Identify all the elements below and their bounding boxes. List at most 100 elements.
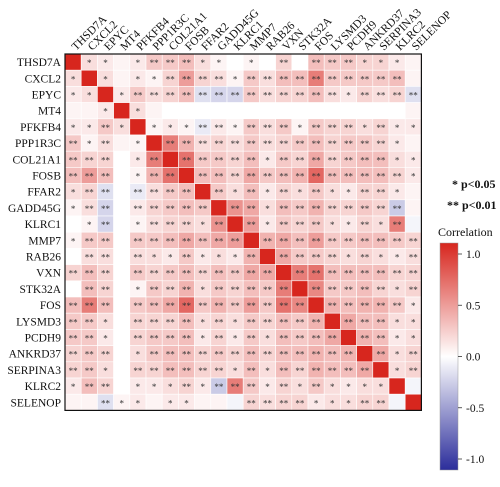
significance-mark: ** xyxy=(279,253,289,263)
significance-mark: ** xyxy=(295,334,305,344)
row-label: CXCL2 xyxy=(25,73,62,85)
heatmap-cell xyxy=(64,53,82,71)
significance-mark: ** xyxy=(182,285,192,295)
significance-mark: ** xyxy=(214,172,224,182)
significance-mark: * xyxy=(136,155,141,165)
significance-mark: ** xyxy=(328,204,338,214)
significance-mark: * xyxy=(379,253,384,263)
colorbar xyxy=(439,242,459,471)
row-label: RAB26 xyxy=(26,252,61,264)
significance-mark: ** xyxy=(360,236,370,246)
significance-mark: * xyxy=(395,350,400,360)
significance-mark: ** xyxy=(166,301,176,311)
significance-mark: * xyxy=(87,91,92,101)
significance-mark: ** xyxy=(231,172,241,182)
significance-mark: ** xyxy=(231,285,241,295)
significance-mark: ** xyxy=(150,58,160,68)
significance-mark: ** xyxy=(214,220,224,230)
significance-mark: ** xyxy=(279,236,289,246)
significance-mark: ** xyxy=(312,350,322,360)
significance-mark: * xyxy=(136,398,141,408)
significance-mark: ** xyxy=(409,253,419,263)
significance-mark: * xyxy=(249,58,254,68)
significance-mark: ** xyxy=(360,253,370,263)
significance-mark: * xyxy=(152,123,157,133)
significance-mark: ** xyxy=(328,269,338,279)
colorbar-tick-label: 1.0 xyxy=(466,249,481,261)
row-labels: THSD7A CXCL2 EPYC MT4 PFKFB4 PPP1R3C COL21A1 FO… xyxy=(7,57,61,409)
significance-mark: ** xyxy=(360,317,370,327)
significance-mark: ** xyxy=(263,91,273,101)
significance-mark: ** xyxy=(263,74,273,84)
significance-mark: ** xyxy=(263,172,273,182)
heatmap-cell xyxy=(113,280,131,298)
significance-mark: ** xyxy=(85,172,95,182)
significance-mark: ** xyxy=(247,269,257,279)
significance-mark: * xyxy=(298,123,303,133)
significance-mark: ** xyxy=(409,285,419,295)
heatmap-cell xyxy=(113,199,131,217)
significance-mark: * xyxy=(87,123,92,133)
significance-mark: ** xyxy=(101,188,111,198)
heatmap-cell xyxy=(113,102,131,120)
heatmap-cell xyxy=(64,248,82,265)
significance-mark: ** xyxy=(101,204,111,214)
significance-mark: * xyxy=(103,334,108,344)
heatmap-cells xyxy=(64,53,422,411)
significance-mark: ** xyxy=(295,139,305,149)
significance-mark: ** xyxy=(279,285,289,295)
significance-mark: * xyxy=(217,253,222,263)
significance-mark: ** xyxy=(182,301,192,311)
significance-mark: ** xyxy=(198,91,208,101)
significance-mark: ** xyxy=(69,366,79,376)
colorbar-tick-label: 0.5 xyxy=(466,300,481,312)
heatmap-cell xyxy=(404,215,422,233)
significance-mark: ** xyxy=(376,139,386,149)
row-label: COL21A1 xyxy=(12,154,61,166)
heatmap-cell xyxy=(226,102,244,120)
significance-mark: * xyxy=(395,123,400,133)
significance-mark: * xyxy=(379,220,384,230)
heatmap-cell xyxy=(80,69,98,87)
significance-mark: ** xyxy=(133,334,143,344)
significance-mark: ** xyxy=(85,253,95,263)
significance-mark: * xyxy=(119,123,124,133)
significance-mark: * xyxy=(200,253,205,263)
row-label: PCDH9 xyxy=(25,333,62,345)
significance-mark: ** xyxy=(360,74,370,84)
significance-mark: ** xyxy=(328,334,338,344)
row-label: FFAR2 xyxy=(27,187,61,199)
significance-mark: ** xyxy=(295,398,305,408)
heatmap-cell xyxy=(113,134,131,152)
significance-mark: ** xyxy=(312,123,322,133)
significance-mark: ** xyxy=(150,334,160,344)
heatmap-cell xyxy=(323,312,341,330)
significance-mark: ** xyxy=(150,204,160,214)
significance-mark: ** xyxy=(101,253,111,263)
significance-mark: * xyxy=(395,139,400,149)
significance-mark: ** xyxy=(101,220,111,230)
significance-mark: * xyxy=(265,220,270,230)
significance-mark: ** xyxy=(231,236,241,246)
heatmap-cell xyxy=(307,296,325,314)
heatmap-cell xyxy=(129,118,147,136)
significance-mark: ** xyxy=(393,269,403,279)
significance-mark: * xyxy=(362,123,367,133)
significance-mark: ** xyxy=(263,350,273,360)
significance-mark: ** xyxy=(150,350,160,360)
significance-mark: ** xyxy=(376,204,386,214)
heatmap-cell xyxy=(113,312,131,330)
significance-mark: * xyxy=(379,382,384,392)
significance-mark: ** xyxy=(360,139,370,149)
significance-mark: ** xyxy=(263,398,273,408)
significance-mark: ** xyxy=(247,253,257,263)
significance-mark: * xyxy=(71,91,76,101)
significance-mark: ** xyxy=(376,74,386,84)
significance-mark: ** xyxy=(231,204,241,214)
heatmap-cell xyxy=(291,280,309,298)
significance-mark: ** xyxy=(295,172,305,182)
significance-mark: ** xyxy=(279,172,289,182)
significance-mark: ** xyxy=(360,398,370,408)
significance-mark: ** xyxy=(133,366,143,376)
significance-mark: ** xyxy=(231,139,241,149)
